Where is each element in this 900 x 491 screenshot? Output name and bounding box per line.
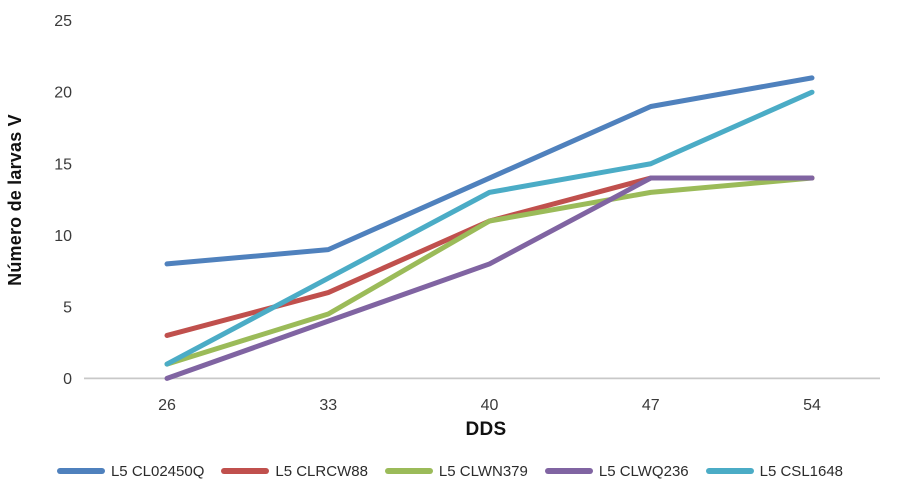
legend-swatch-l5-csl1648 — [705, 468, 754, 474]
legend-item-l5-clwn379: L5 CLWN379 — [384, 462, 528, 480]
x-tick-label: 40 — [481, 397, 499, 414]
y-tick-label: 5 — [63, 299, 72, 316]
legend-swatch-l5-clwq236 — [544, 468, 593, 474]
series-line-l5-clwq236 — [164, 175, 815, 381]
legend-label: L5 CLRCW88 — [275, 462, 368, 480]
legend-item-l5-clwq236: L5 CLWQ236 — [544, 462, 689, 480]
x-tick-label: 26 — [158, 397, 176, 414]
legend-swatch-l5-clrcw88 — [221, 468, 270, 474]
legend-item-l5-csl1648: L5 CSL1648 — [705, 462, 844, 480]
x-tick-label: 33 — [319, 397, 337, 414]
legend-swatch-l5-cl02450q — [56, 468, 105, 474]
y-tick-label: 10 — [54, 228, 72, 245]
y-tick-label: 20 — [54, 85, 72, 102]
legend-swatch-l5-clwn379 — [384, 468, 433, 474]
legend-label: L5 CLWQ236 — [598, 462, 689, 480]
x-tick-label: 54 — [803, 397, 821, 414]
legend-label: L5 CLWN379 — [438, 462, 528, 480]
series-line-l5-csl1648 — [164, 89, 815, 367]
legend: L5 CL02450Q L5 CLRCW88 L5 CLWN379 L5 CLWQ23… — [0, 459, 900, 483]
x-axis-title: DDS — [465, 419, 507, 440]
legend-item-l5-cl02450q: L5 CL02450Q — [56, 462, 205, 480]
y-tick-label: 15 — [54, 156, 72, 173]
legend-item-l5-clrcw88: L5 CLRCW88 — [221, 463, 368, 480]
series-line-l5-cl02450q — [164, 75, 815, 267]
legend-label: L5 CL02450Q — [110, 462, 205, 480]
y-tick-label: 0 — [63, 371, 72, 388]
legend-label: L5 CSL1648 — [759, 462, 844, 480]
series-line-l5-clwn379 — [164, 175, 815, 367]
y-tick-label: 25 — [54, 13, 72, 30]
x-tick-label: 47 — [642, 397, 660, 414]
